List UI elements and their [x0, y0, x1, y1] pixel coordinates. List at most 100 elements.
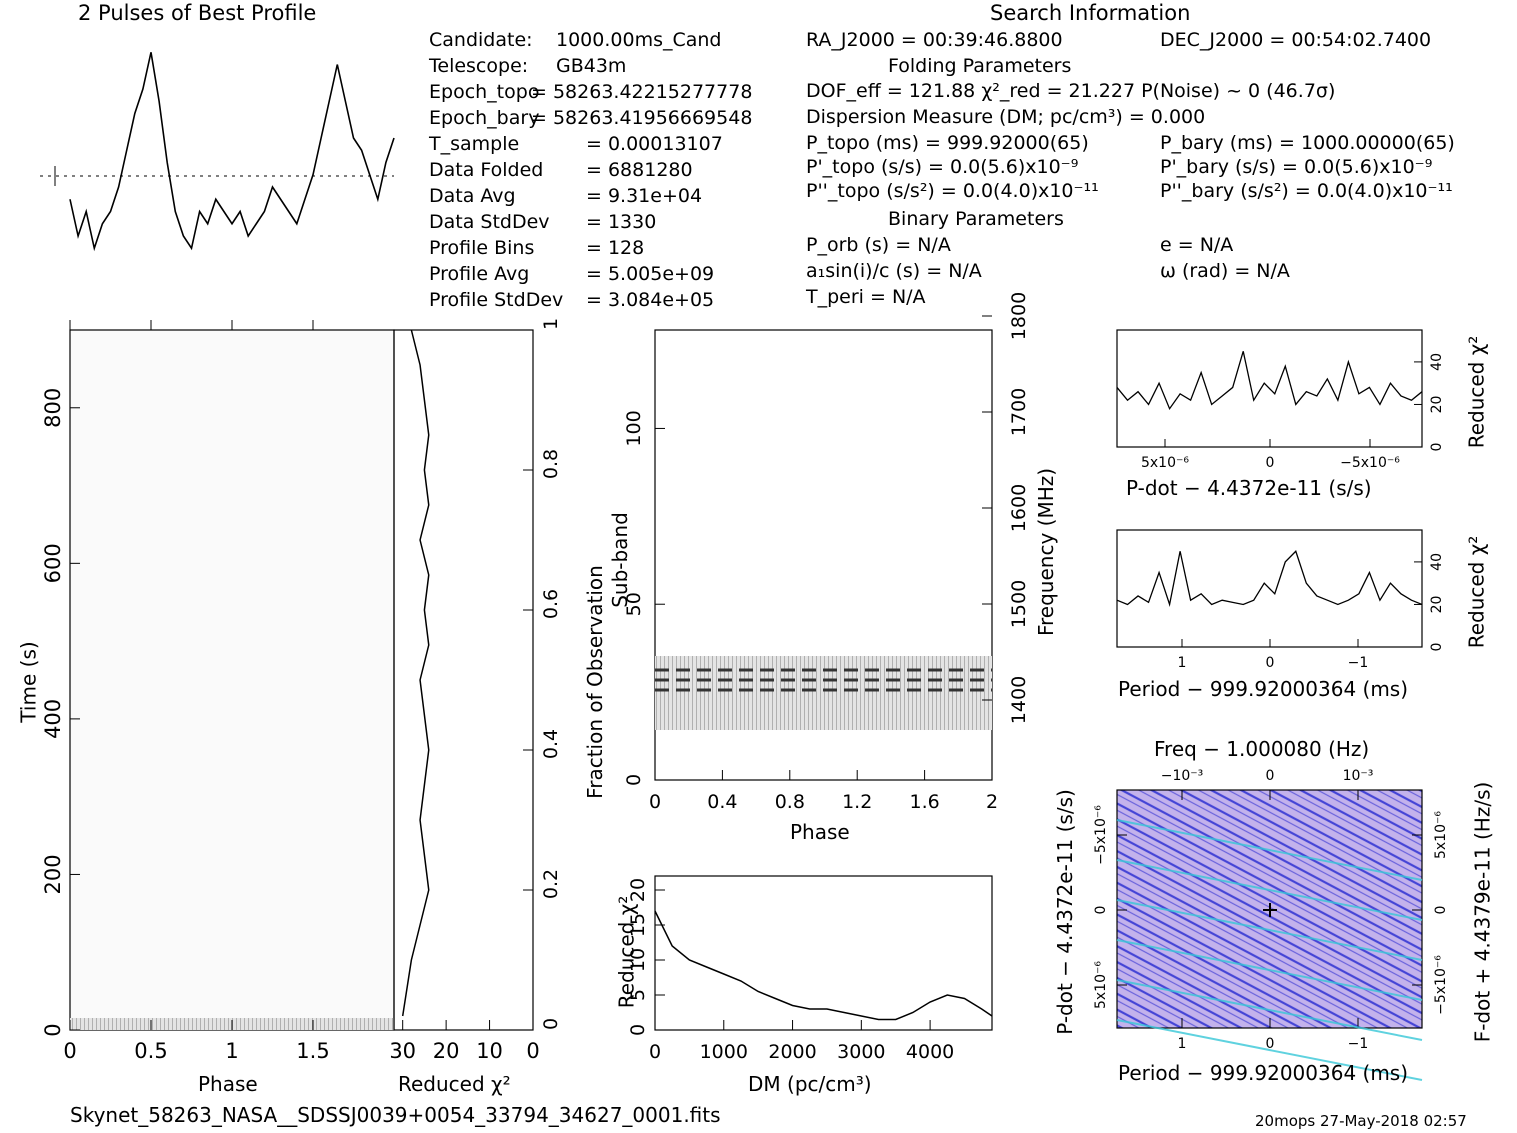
folding-title: Folding Parameters — [888, 55, 1072, 77]
fraction-tick-label: 0.6 — [540, 589, 562, 619]
time-chi2-xtick-label: 0 — [526, 1039, 539, 1063]
info-key: Telescope: — [429, 55, 529, 77]
pdd-topo-value: P''_topo (s/s²) = 0.0(4.0)x10⁻¹¹ — [806, 180, 1099, 202]
time-chi2-xlabel: Reduced χ² — [398, 1072, 511, 1096]
pp-y2tick-label: −5x10⁻⁶ — [1433, 955, 1449, 1015]
info-value: 1000.00ms_Cand — [556, 29, 722, 51]
period-xtick-label: 1 — [1178, 655, 1187, 671]
freq-tick-label: 1700 — [1008, 388, 1030, 436]
tperi-value: T_peri = N/A — [806, 286, 926, 308]
pdot-xtick-label: 0 — [1266, 455, 1275, 471]
pp-xtick-label: 1 — [1178, 1036, 1187, 1052]
period-xtick-label: −1 — [1348, 655, 1369, 671]
time-phase-xtick-label: 0.5 — [134, 1039, 167, 1063]
dm-ylabel: Reduced χ² — [614, 895, 639, 1009]
info-value: = 6881280 — [586, 159, 693, 181]
time-phase-ytick-label: 0 — [41, 1023, 65, 1036]
dm-ytick-label: 10 — [627, 948, 649, 972]
pp-ytick-label: 5x10⁻⁶ — [1093, 961, 1109, 1009]
time-phase-ylabel: Time (s) — [16, 641, 41, 723]
pdot-ytick-label: 40 — [1429, 353, 1445, 371]
pp-ytick-label: −5x10⁻⁶ — [1093, 805, 1109, 865]
pp-y2tick-label: 5x10⁻⁶ — [1433, 811, 1449, 859]
subband-xtick-label: 1.6 — [909, 791, 939, 813]
time-phase-frame — [69, 329, 395, 1031]
period-ytick-label: 0 — [1429, 643, 1445, 652]
time-phase-xtick-label: 1.5 — [296, 1039, 329, 1063]
dm-ytick-label: 20 — [627, 878, 649, 902]
info-value: = 9.31e+04 — [586, 185, 703, 207]
pp-y2label: F-dot + 4.4379e-11 (Hz/s) — [1470, 781, 1495, 1043]
freq-tick-label: 1600 — [1008, 484, 1030, 532]
subband-xtick-label: 1.2 — [842, 791, 872, 813]
subband-xtick-label: 2 — [986, 791, 998, 813]
dm-xtick-label: 1000 — [700, 1041, 748, 1063]
period-xtick-label: 0 — [1266, 655, 1275, 671]
pp-highlight-streak — [1116, 859, 1423, 921]
subband-xtick-label: 0.8 — [775, 791, 805, 813]
dm-xtick-label: 0 — [649, 1041, 661, 1063]
ra-value: RA_J2000 = 00:39:46.8800 — [806, 29, 1063, 51]
pp-highlight-streak — [1116, 899, 1423, 961]
fraction-tick-label: 0 — [540, 1018, 562, 1030]
info-value: = 0.00013107 — [586, 133, 723, 155]
info-key: Data Avg — [429, 185, 516, 207]
time-phase-ytick-label: 800 — [41, 388, 65, 428]
info-key: Profile Bins — [429, 237, 535, 259]
pp-title: Freq − 1.000080 (Hz) — [1154, 737, 1370, 761]
period-ytick-label: 20 — [1429, 596, 1445, 614]
pdot-ytick-label: 20 — [1429, 396, 1445, 414]
dm-chi2-series — [654, 910, 993, 1021]
info-value: = 1330 — [586, 211, 657, 233]
info-key: Candidate: — [429, 29, 533, 51]
freq-tick-label: 1400 — [1008, 676, 1030, 724]
info-key: Profile StdDev — [429, 289, 564, 311]
e-value: e = N/A — [1160, 234, 1234, 256]
info-key: Epoch_bary — [429, 107, 540, 129]
dm-ytick-label: 15 — [627, 913, 649, 937]
subband-ytick-label: 50 — [623, 592, 645, 616]
a1-value: a₁sin(i)/c (s) = N/A — [806, 260, 982, 282]
pp-x2tick-label: −10⁻³ — [1161, 768, 1204, 784]
pdot-xlabel: P-dot − 4.4372e-11 (s/s) — [1126, 476, 1372, 500]
dm-value: Dispersion Measure (DM; pc/cm³) = 0.000 — [806, 106, 1206, 128]
pp-xtick-label: −1 — [1348, 1036, 1369, 1052]
dm-ytick-label: 0 — [627, 1024, 649, 1036]
time-chi2-xtick-label: 10 — [476, 1039, 503, 1063]
subband-xtick-label: 0 — [649, 791, 661, 813]
info-value: = 58263.41956669548 — [531, 107, 753, 129]
info-value: = 3.084e+05 — [586, 289, 715, 311]
dm-xtick-label: 2000 — [768, 1041, 816, 1063]
dm-ytick-label: 5 — [627, 989, 649, 1001]
dm-xtick-label: 3000 — [837, 1041, 885, 1063]
search-title: Search Information — [990, 1, 1191, 25]
time-phase-ytick-label: 600 — [41, 543, 65, 583]
pd-bary-value: P'_bary (s/s) = 0.0(5.6)x10⁻⁹ — [1160, 156, 1433, 178]
fraction-tick-label: 0.2 — [540, 869, 562, 899]
profile-title: 2 Pulses of Best Profile — [78, 1, 317, 25]
fraction-label: Fraction of Observation — [582, 565, 607, 799]
p-bary-value: P_bary (ms) = 1000.00000(65) — [1160, 132, 1455, 154]
info-value: GB43m — [556, 55, 627, 77]
p-topo-value: P_topo (ms) = 999.92000(65) — [806, 132, 1089, 154]
pdot-series — [1116, 351, 1423, 411]
period-ytick-label: 40 — [1429, 553, 1445, 571]
pp-y2tick-label: 0 — [1433, 906, 1449, 915]
time-chi2-frame — [393, 329, 534, 1031]
subband-signal-band — [655, 656, 992, 730]
period-series — [1116, 550, 1423, 608]
info-key: Profile Avg — [429, 263, 530, 285]
pp-highlight-streak — [1116, 939, 1423, 1001]
binary-title: Binary Parameters — [888, 208, 1064, 230]
time-phase-xtick-label: 0 — [63, 1039, 76, 1063]
profile-series — [69, 52, 395, 252]
pp-highlight-streak — [1116, 819, 1423, 881]
fraction-tick-label: 0.8 — [540, 449, 562, 479]
dof-value: DOF_eff = 121.88 χ²_red = 21.227 P(Noise… — [806, 80, 1336, 102]
pp-x2tick-label: 10⁻³ — [1343, 768, 1374, 784]
time-chi2-xtick-label: 20 — [433, 1039, 460, 1063]
subband-xtick-label: 0.4 — [707, 791, 737, 813]
fraction-tick-label: 1 — [540, 318, 562, 330]
pd-topo-value: P'_topo (s/s) = 0.0(5.6)x10⁻⁹ — [806, 156, 1079, 178]
